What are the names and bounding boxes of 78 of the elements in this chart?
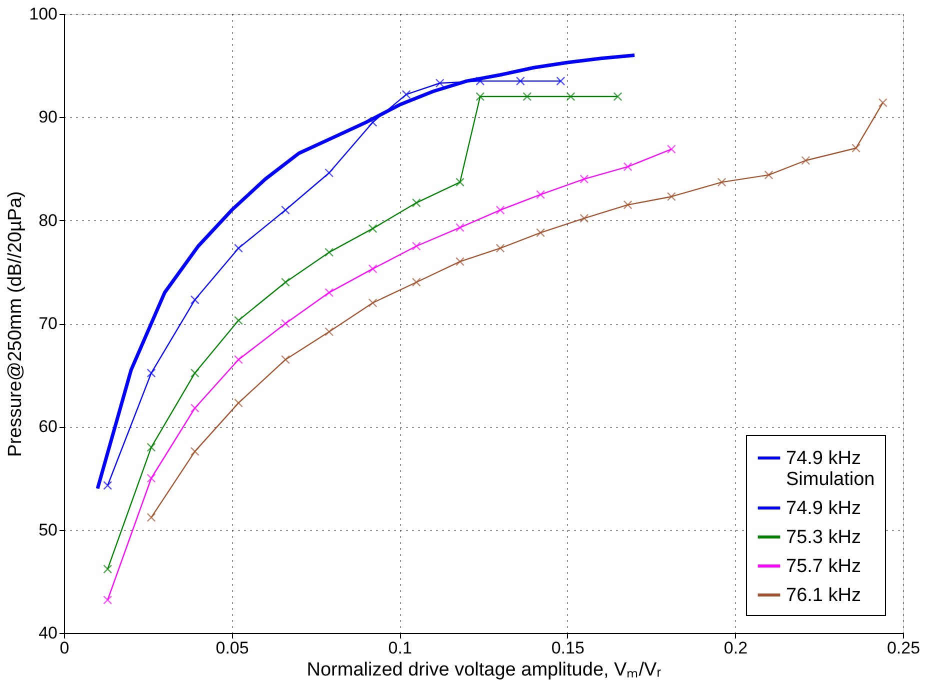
point [717,178,726,187]
point [368,224,378,234]
point [368,264,378,274]
point [666,192,676,202]
point [456,223,464,232]
x-tick-label: 0 [60,638,70,658]
point [146,512,156,522]
point [281,355,290,364]
point [190,446,200,456]
point [281,278,290,287]
point [234,244,243,253]
point [234,355,243,364]
y-tick-label: 60 [38,417,58,436]
point [456,178,464,187]
point [281,206,290,214]
point [522,92,532,102]
point [496,244,505,253]
x-tick-label: 0.2 [724,638,748,658]
point [368,118,378,127]
point [281,319,290,328]
legend-label: 74.9 kHz Simulation [786,448,875,490]
y-tick-label: 100 [29,4,58,24]
point [435,78,444,88]
point [190,404,200,413]
point [324,288,334,298]
point [456,257,464,266]
point [324,168,334,178]
x-tick-label: 0.1 [388,638,412,658]
point [613,92,622,102]
point [764,170,774,180]
point [536,190,546,200]
y-tick-label: 70 [38,314,58,333]
point [324,327,334,336]
x-tick-label: 0.25 [886,638,920,658]
point [801,156,810,165]
y-tick-label: 50 [38,520,58,540]
legend-label: 74.9 kHz [786,498,861,519]
y-tick-label: 40 [38,624,58,642]
point [536,228,546,238]
point [146,442,156,452]
point [412,278,421,287]
point [103,481,112,490]
point [556,76,566,86]
x-axis-title: Normalized drive voltage amplitude, Vₘ/Vᵣ [306,660,662,680]
point [878,98,888,108]
point [516,76,525,86]
point [580,214,589,223]
legend-label: 76.1 kHz [786,585,861,606]
point [566,92,576,102]
point [368,298,378,308]
point [234,316,243,325]
point [623,162,632,172]
y-tick-label: 90 [38,108,58,127]
x-tick-label: 0.15 [551,638,584,658]
point [324,248,334,257]
point [103,564,112,574]
point [412,242,421,251]
point [190,295,200,304]
point [623,200,632,210]
point [476,92,485,102]
point [476,76,485,86]
legend-label: 75.7 kHz [786,556,861,577]
point [234,398,243,408]
legend-label: 75.3 kHz [786,527,861,548]
point [852,144,860,153]
x-tick-label: 0.05 [216,638,249,658]
point [146,474,156,483]
point [146,368,156,378]
line-series [96,54,636,490]
y-axis-title: Pressure@250mm (dB//20µPa) [5,191,26,457]
y-tick-label: 80 [38,210,58,230]
point [103,596,112,604]
point [496,206,505,214]
point [666,144,676,154]
point [412,198,421,208]
point [402,90,411,99]
point [580,174,589,184]
point [190,368,200,378]
